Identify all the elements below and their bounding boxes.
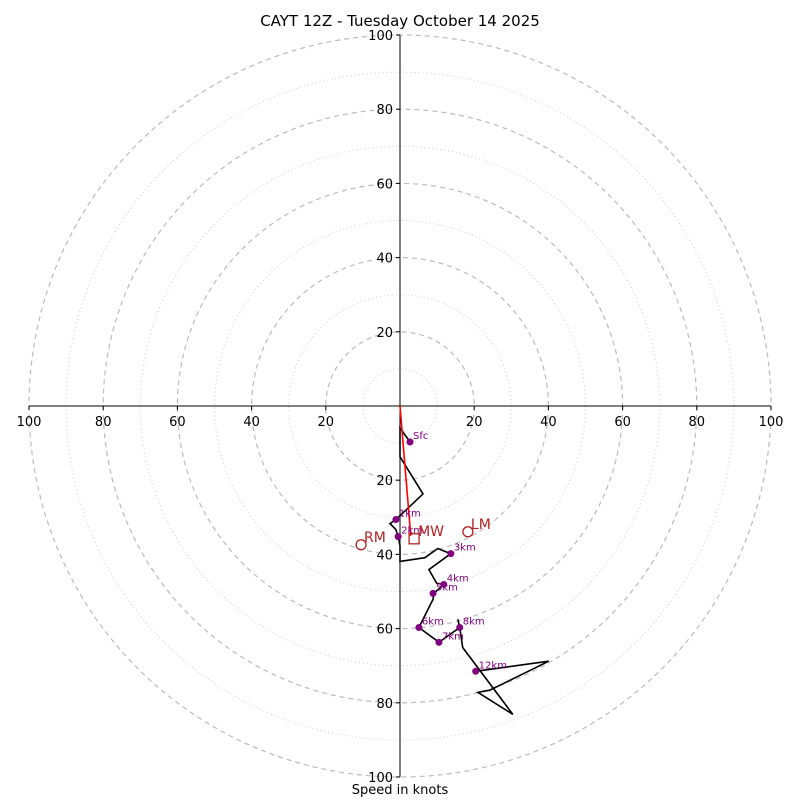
- x-tick-label: 100: [759, 415, 784, 430]
- hodograph-trace: [388, 425, 550, 715]
- series: [388, 405, 550, 715]
- level-marker-4km: [440, 580, 448, 588]
- chart-title: CAYT 12Z - Tuesday October 14 2025: [260, 12, 540, 30]
- y-tick-label: 20: [376, 474, 393, 489]
- level-marker-1km: [392, 516, 400, 524]
- x-tick-label: 80: [95, 415, 112, 430]
- x-tick-label: 20: [318, 415, 335, 430]
- x-tick-label: 80: [689, 415, 706, 430]
- level-label-12km: 12km: [479, 660, 507, 671]
- level-marker-12km: [472, 667, 480, 675]
- x-tick-label: 60: [169, 415, 186, 430]
- lm-marker: [462, 526, 474, 538]
- x-axis-label: Speed in knots: [351, 783, 449, 798]
- tick-labels: 100 80 60 40 20 20 40 60 80 100 20 40 60 80 100 20 40 60 8…: [17, 29, 784, 786]
- x-tick-label: 60: [614, 415, 631, 430]
- x-tick-label: 40: [243, 415, 260, 430]
- y-tick-label: 40: [376, 252, 393, 267]
- level-label-2km: 2km: [401, 526, 423, 537]
- level-label-3km: 3km: [454, 543, 476, 554]
- x-tick-label: 20: [466, 415, 483, 430]
- level-marker-5km: [429, 589, 437, 597]
- y-tick-label: 80: [376, 697, 393, 712]
- y-tick-label: 100: [368, 771, 393, 786]
- level-label-8km: 8km: [463, 616, 485, 627]
- y-tick-label: 40: [376, 548, 393, 563]
- y-tick-label: 60: [376, 623, 393, 638]
- rm-label: RM: [364, 530, 386, 546]
- level-marker-3km: [447, 550, 455, 558]
- rm-marker: [355, 539, 367, 551]
- level-label-6km: 6km: [422, 616, 444, 627]
- x-tick-label: 100: [17, 415, 42, 430]
- y-tick-label: 100: [368, 29, 393, 44]
- y-tick-label: 80: [376, 103, 393, 118]
- mw-label: MW: [418, 524, 444, 540]
- lm-label: LM: [471, 517, 491, 533]
- level-label-4km: 4km: [447, 573, 469, 584]
- level-label-1km: 1km: [399, 509, 421, 520]
- level-marker-6km: [415, 623, 423, 631]
- mw-marker: [408, 533, 420, 545]
- y-tick-label: 60: [376, 177, 393, 192]
- level-marker-8km: [456, 623, 464, 631]
- level-label-Sfc: Sfc: [413, 431, 428, 442]
- level-marker-2km: [394, 533, 402, 541]
- y-tick-label: 20: [376, 326, 393, 341]
- level-marker-7km: [435, 638, 443, 646]
- level-label-7km: 7km: [442, 631, 464, 642]
- shear-vector-line: [399, 405, 412, 536]
- storm-motion: RM LM MW: [355, 517, 491, 551]
- x-tick-label: 40: [540, 415, 557, 430]
- level-label-5km: 5km: [436, 582, 458, 593]
- level-marker-Sfc: [406, 438, 414, 446]
